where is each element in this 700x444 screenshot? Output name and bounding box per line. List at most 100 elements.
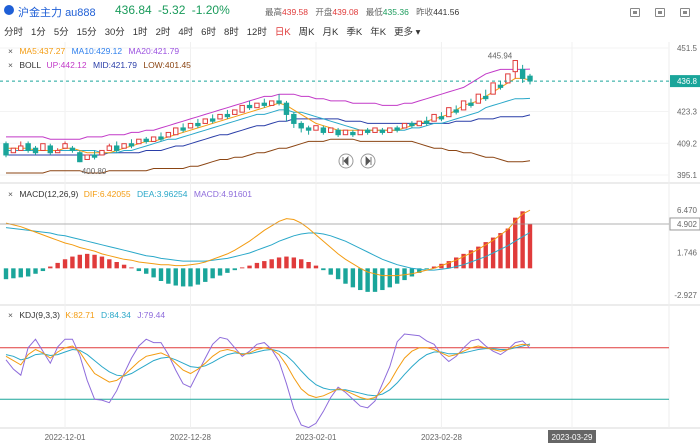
period-tab[interactable]: 1时 (132, 27, 148, 38)
macd-bar (180, 268, 186, 287)
candle (446, 107, 452, 118)
macd-bar (306, 262, 311, 269)
stat-label: 最高 (265, 7, 283, 17)
macd-bar (107, 259, 112, 269)
macd-bar (269, 259, 274, 269)
macd-bar (11, 268, 16, 279)
chevron-right-icon (365, 156, 372, 166)
candle (372, 127, 378, 133)
macd-bar (247, 265, 252, 269)
close-boll-icon[interactable]: × (8, 60, 13, 70)
macd-bar (358, 268, 363, 291)
candle (394, 127, 400, 131)
candle (32, 147, 39, 154)
candle (431, 113, 437, 122)
symbol-title[interactable]: 沪金主力 au888 (18, 4, 96, 20)
y-tick-label: 423.3 (677, 108, 698, 117)
period-tab[interactable]: 8时 (223, 27, 239, 38)
period-tab[interactable]: 6时 (201, 27, 216, 38)
candle (342, 129, 349, 136)
macd-bar (48, 266, 53, 269)
draw-tool-icon[interactable] (655, 8, 665, 17)
candle (25, 143, 31, 151)
close-kdj-icon[interactable]: × (8, 310, 13, 320)
period-tab[interactable]: 年K (370, 27, 387, 38)
macd-bar (3, 268, 9, 280)
boll-name: BOLL (19, 60, 42, 70)
fullscreen-icon[interactable] (680, 8, 690, 17)
j-line (5, 333, 531, 429)
macd-bar (505, 228, 511, 269)
period-tab[interactable]: 5分 (53, 27, 69, 38)
candle (423, 120, 430, 124)
candle (114, 145, 120, 151)
candle (246, 104, 253, 109)
period-tab[interactable]: 日K (274, 27, 291, 38)
candle (69, 147, 76, 151)
kdj-legend: × KDJ(9,3,3) K:82.71 D:84.34 J:79.44 (8, 310, 165, 320)
macd-bar (299, 259, 304, 269)
close-macd-icon[interactable]: × (8, 189, 13, 199)
macd-bar (55, 262, 60, 269)
period-tab[interactable]: 周K (298, 27, 315, 38)
macd-bar (129, 267, 134, 269)
period-tab[interactable]: 15分 (76, 27, 97, 38)
macd-current-label: 4.902 (677, 220, 698, 229)
period-tab[interactable]: 12时 (246, 27, 267, 38)
macd-bar (151, 268, 156, 278)
macd-bar (62, 259, 68, 269)
period-tab[interactable]: 更多 ▾ (394, 27, 421, 38)
symbol-code: au888 (65, 7, 96, 19)
period-tab[interactable]: 1分 (31, 27, 46, 38)
price-stats: 最高439.58 开盘439.08 最低435.36 昨收441.56 (265, 6, 464, 18)
period-tab[interactable]: 分时 (4, 27, 24, 38)
period-tab[interactable]: 2时 (155, 27, 171, 38)
candle (40, 143, 46, 151)
candle (527, 75, 533, 82)
period-tab[interactable]: 月K (322, 27, 339, 38)
candle (47, 145, 53, 154)
macd-bar (195, 268, 201, 285)
macd-bar (453, 257, 459, 269)
period-tab[interactable]: 30分 (104, 27, 125, 38)
stat-label: 开盘 (315, 7, 333, 17)
candle (490, 82, 496, 95)
candle (328, 127, 334, 133)
candle (84, 154, 90, 160)
quote-header: 沪金主力 au888 436.84 -5.32 -1.20% 最高439.58 … (0, 0, 700, 20)
screenshot-icon[interactable] (630, 8, 640, 17)
candle (62, 143, 68, 149)
macd-bar (498, 233, 503, 269)
macd-bar (254, 262, 260, 269)
macd-bar (121, 264, 127, 269)
macd-bar (409, 268, 415, 277)
candle (276, 100, 282, 104)
period-tab[interactable]: 季K (346, 27, 363, 38)
macd-bar (136, 268, 142, 272)
ma-legend: × MA5:437.27 MA10:429.12 MA20:421.79 (8, 46, 179, 56)
period-tab[interactable]: 4时 (178, 27, 194, 38)
macd-bar (70, 256, 75, 269)
current-price-label: 436.8 (677, 77, 698, 86)
boll-up-value: UP:442.12 (46, 60, 87, 70)
stat-value: 439.58 (282, 7, 309, 17)
boll-up-line (6, 68, 531, 140)
quote-summary: 436.84 -5.32 -1.20% (115, 3, 233, 17)
candle (350, 131, 356, 136)
candle (261, 102, 268, 106)
macd-bar (335, 268, 341, 280)
close-ma-icon[interactable]: × (8, 46, 13, 56)
macd-bar (476, 246, 481, 269)
macd-bar (77, 254, 83, 269)
macd-bar (210, 268, 215, 279)
macd-bar (276, 257, 282, 269)
kdj-name: KDJ(9,3,3) (19, 310, 60, 320)
candle (254, 102, 260, 109)
x-cursor-label: 2023-03-29 (552, 433, 593, 442)
macd-bar (527, 223, 533, 269)
macd-bar (114, 262, 119, 269)
macd-value: MACD:4.91601 (193, 189, 253, 199)
dea-line (5, 227, 531, 271)
macd-bar (321, 268, 326, 271)
